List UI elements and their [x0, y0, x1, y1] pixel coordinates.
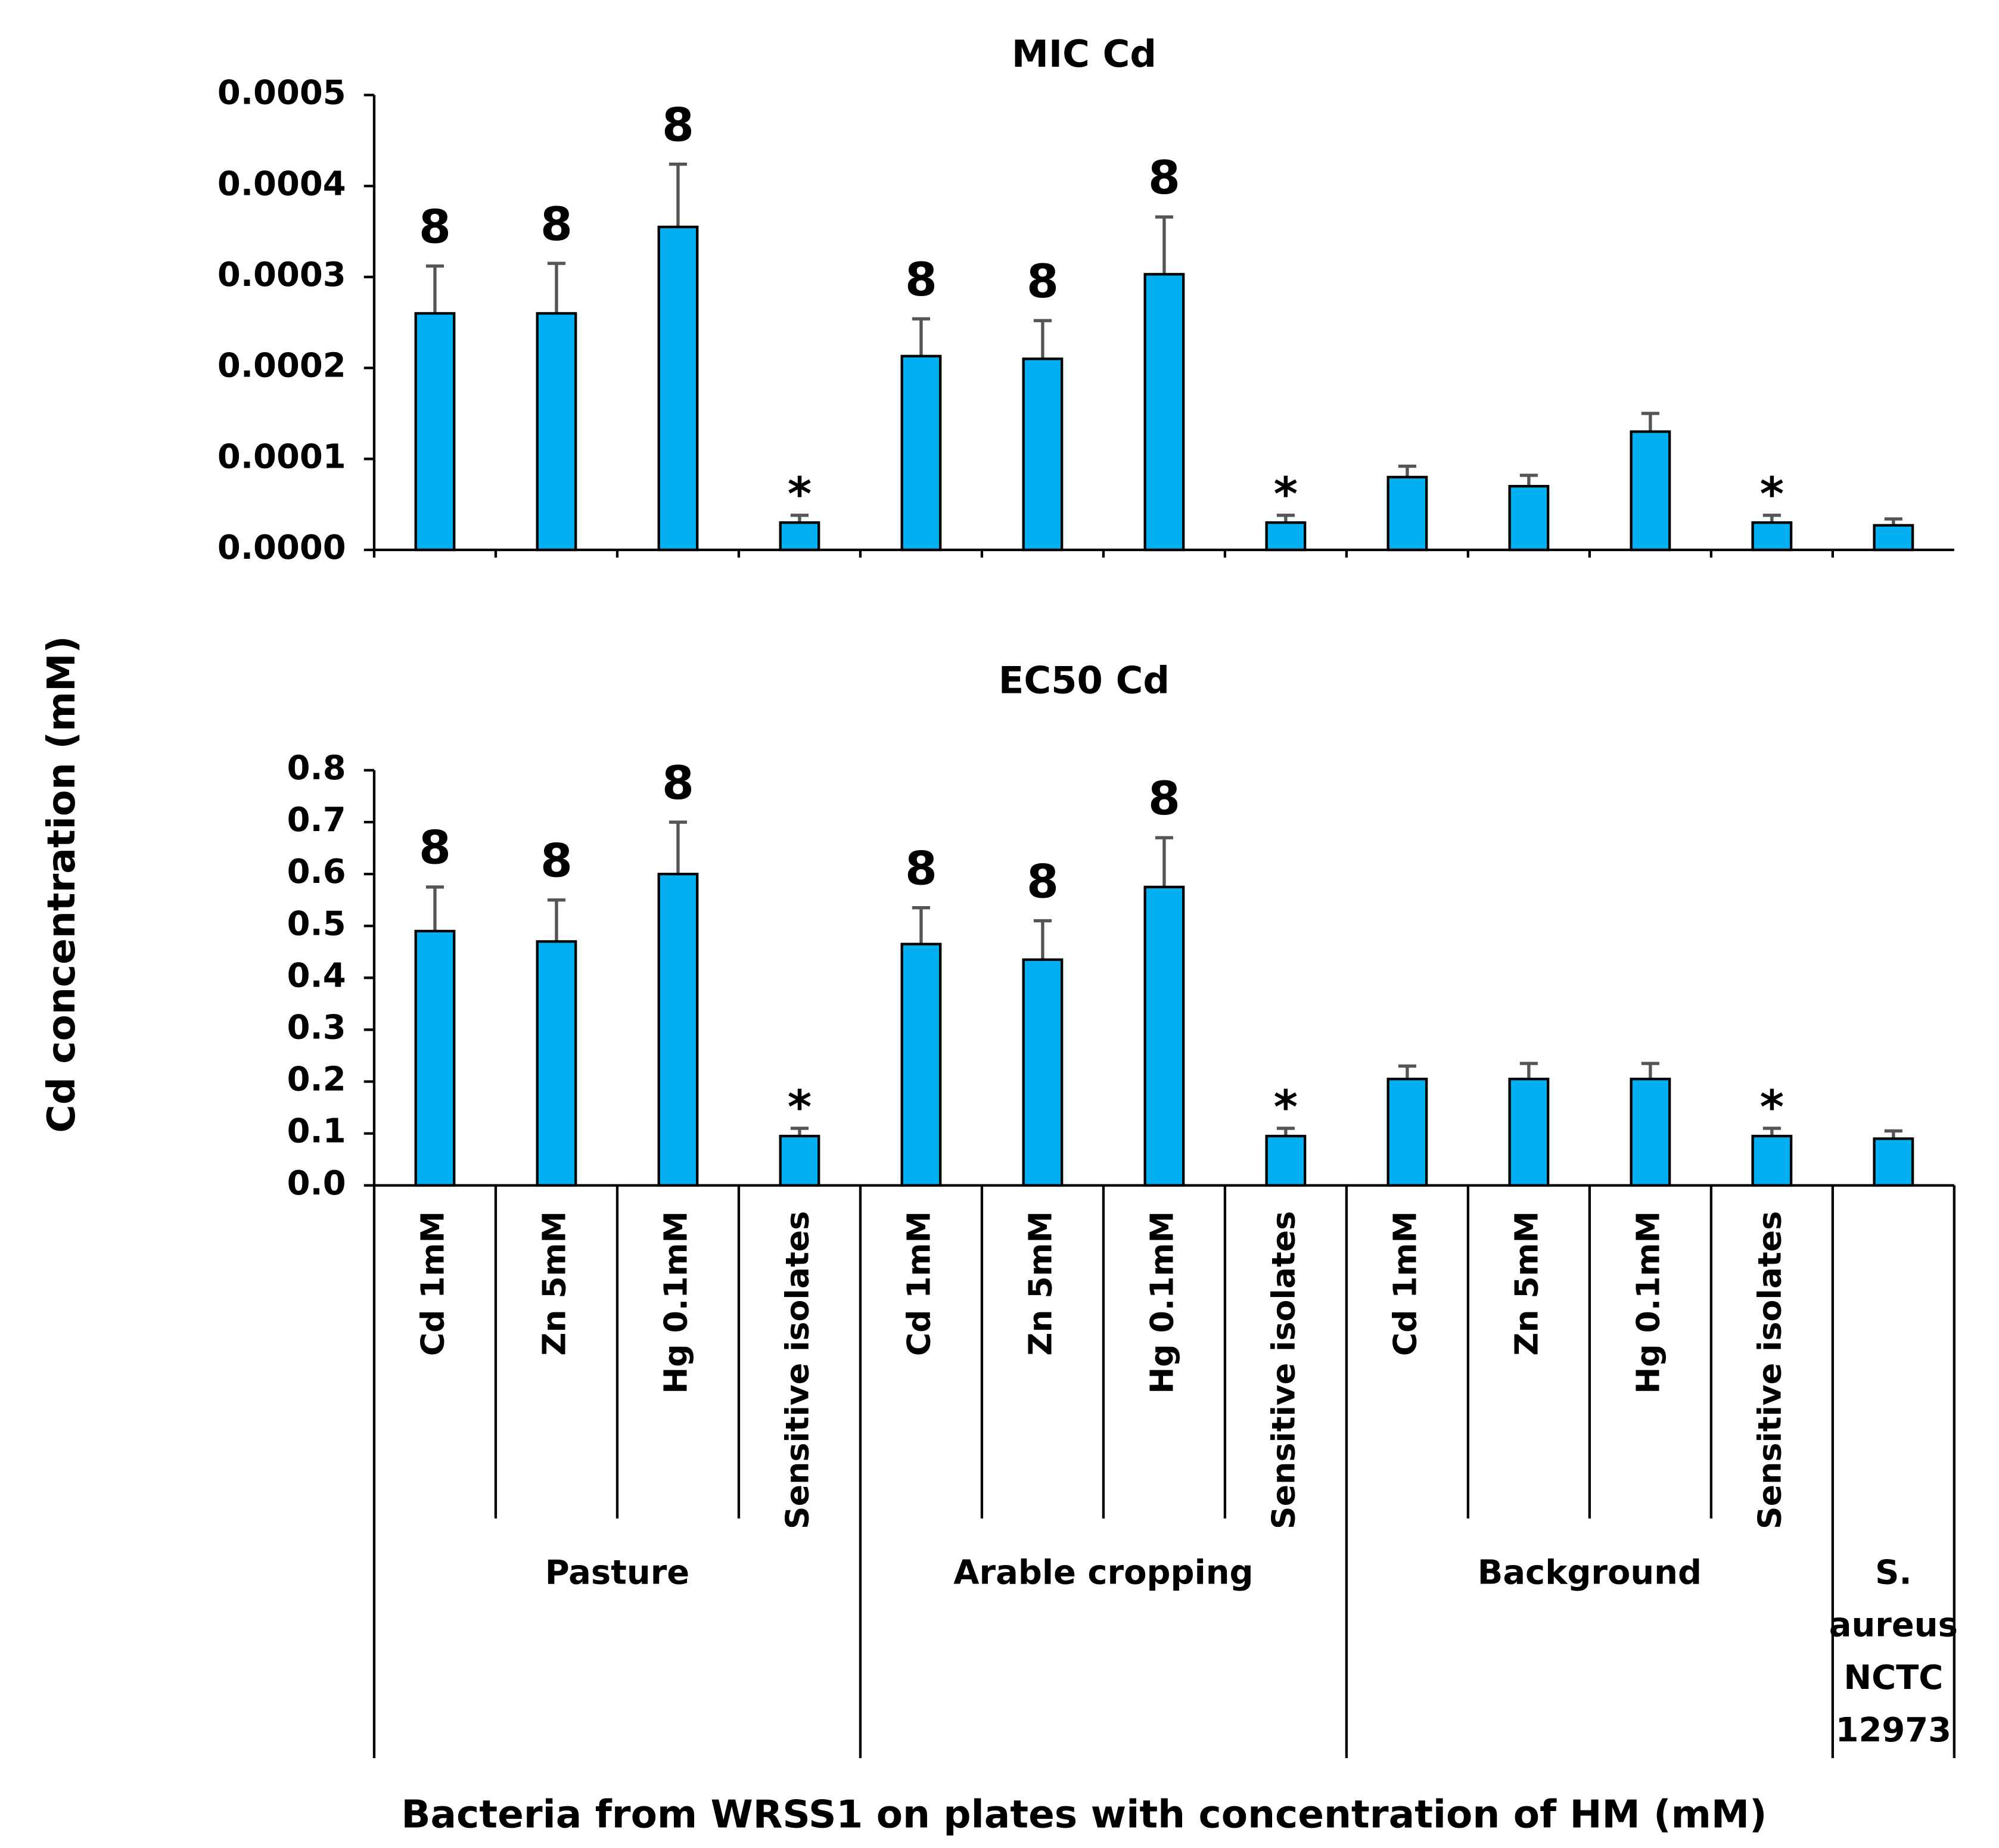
x-tick-label: Sensitive isolates: [779, 1211, 816, 1529]
bar: [414, 312, 456, 552]
annotation: 8: [1148, 151, 1180, 205]
annotation: 8: [662, 98, 694, 152]
y-tick-label: 0.3: [287, 1009, 346, 1047]
bar: [1265, 1134, 1307, 1187]
annotation: *: [788, 1081, 812, 1134]
bar: [779, 1134, 820, 1187]
x-axis-label: Bacteria from WRSS1 on plates with conce…: [401, 1793, 1767, 1837]
annotation: 8: [419, 200, 451, 254]
bar: [1873, 524, 1914, 552]
y-tick-label: 0.1: [287, 1112, 346, 1151]
bar: [1630, 1078, 1671, 1187]
group-label: Pasture: [545, 1554, 689, 1592]
y-tick-label: 0.0001: [217, 437, 346, 476]
annotation: 8: [905, 253, 937, 307]
x-tick-label: Zn 5mM: [1022, 1211, 1059, 1356]
x-tick-label: Sensitive isolates: [1751, 1211, 1788, 1529]
annotation: 8: [905, 842, 937, 896]
bar: [1873, 1137, 1914, 1187]
annotation: 8: [1027, 255, 1059, 309]
annotation: 8: [540, 834, 573, 888]
bar: [1022, 357, 1064, 552]
bar: [1022, 958, 1064, 1187]
bar: [1265, 521, 1307, 552]
bar: [900, 354, 942, 552]
x-tick-label: Cd 1mM: [1386, 1211, 1424, 1357]
annotation: *: [1274, 468, 1298, 521]
y-tick-label: 0.8: [287, 749, 346, 788]
x-tick-label: Sensitive isolates: [1265, 1211, 1302, 1529]
y-tick-label: 0.4: [287, 956, 346, 995]
x-tick-label: Hg 0.1mM: [657, 1211, 695, 1394]
bar: [900, 942, 942, 1187]
chart-title: MIC Cd: [1012, 32, 1157, 76]
y-tick-label: 0.0005: [217, 74, 346, 113]
annotation: 8: [1027, 855, 1059, 909]
annotation: 8: [662, 757, 694, 810]
bar: [1751, 521, 1793, 552]
y-tick-label: 0.0000: [217, 528, 346, 567]
annotation: 8: [540, 198, 573, 251]
annotation: *: [1760, 1081, 1784, 1134]
y-tick-label: 0.0004: [217, 164, 346, 203]
y-tick-label: 0.0002: [217, 347, 346, 385]
y-tick-label: 0.2: [287, 1060, 346, 1099]
y-axis-label: Cd concentration (mM): [39, 636, 84, 1133]
bar: [1508, 1078, 1550, 1187]
y-tick-label: 0.5: [287, 904, 346, 943]
bar: [1143, 273, 1185, 552]
annotation: *: [1274, 1081, 1298, 1134]
annotation: 8: [419, 822, 451, 875]
x-tick-label: Cd 1mM: [414, 1211, 452, 1357]
group-label: Background: [1478, 1554, 1702, 1592]
annotation: 8: [1148, 772, 1180, 826]
y-tick-label: 0.6: [287, 853, 346, 891]
bar: [779, 521, 820, 552]
bar: [414, 929, 456, 1187]
bar: [536, 940, 577, 1187]
y-tick-label: 0.0: [287, 1164, 346, 1203]
x-tick-label: Hg 0.1mM: [1143, 1211, 1181, 1394]
bar: [657, 872, 699, 1187]
group-label: Arable cropping: [953, 1554, 1253, 1592]
group-label: S. aureus NCTC 12973: [1829, 1554, 1958, 1750]
bar: [657, 225, 699, 552]
bar: [536, 312, 577, 552]
bar: [1630, 430, 1671, 552]
y-tick-label: 0.0003: [217, 256, 346, 294]
x-tick-label: Zn 5mM: [1508, 1211, 1546, 1356]
bar: [1386, 1078, 1428, 1187]
x-tick-label: Cd 1mM: [900, 1211, 938, 1357]
x-tick-label: Zn 5mM: [536, 1211, 573, 1356]
bar: [1508, 484, 1550, 552]
chart-title: EC50 Cd: [999, 659, 1170, 702]
annotation: *: [1760, 468, 1784, 521]
annotation: *: [788, 468, 812, 521]
y-tick-label: 0.7: [287, 801, 346, 839]
bar: [1386, 475, 1428, 552]
bar: [1751, 1134, 1793, 1187]
x-tick-label: Hg 0.1mM: [1630, 1211, 1667, 1394]
bar: [1143, 885, 1185, 1187]
